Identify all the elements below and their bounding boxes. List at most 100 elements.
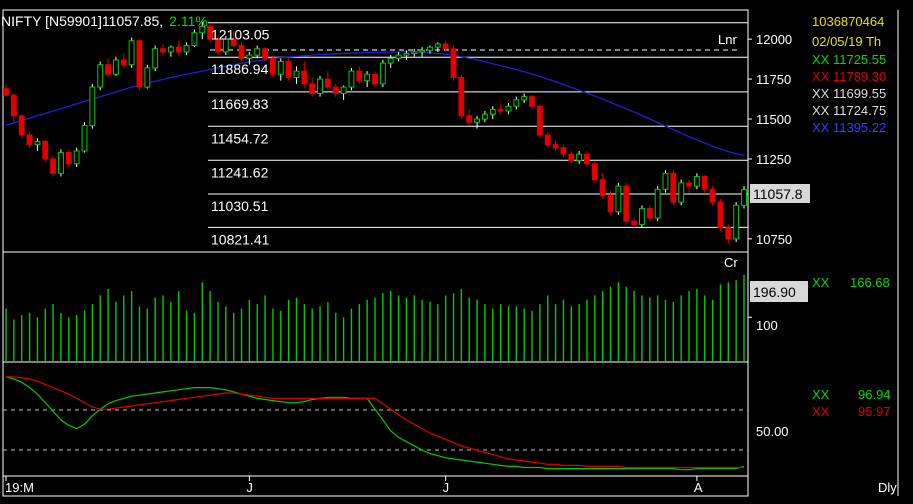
candle-up bbox=[733, 202, 740, 243]
info-lines: XX 11725.55 XX 11789.30 XX 11699.55 XX 1… bbox=[812, 52, 886, 135]
osc-legend-name-1: XX bbox=[812, 387, 830, 402]
candle-down bbox=[160, 43, 166, 56]
candle-up bbox=[34, 138, 41, 151]
osc-legend-value-1: 96.94 bbox=[858, 387, 891, 402]
osc-legend-name-2: XX bbox=[812, 404, 830, 419]
candle-body bbox=[167, 46, 174, 53]
candle-body bbox=[639, 207, 645, 225]
current-volume-box bbox=[750, 281, 808, 302]
candle-body bbox=[701, 176, 708, 190]
candle-body bbox=[356, 70, 363, 82]
candle-body bbox=[403, 53, 410, 56]
candle-down bbox=[607, 190, 614, 215]
time-axis-frame bbox=[2, 475, 749, 497]
candle-down bbox=[26, 131, 33, 148]
candle-body bbox=[89, 86, 96, 126]
candle-body bbox=[199, 25, 206, 34]
candle-down bbox=[42, 139, 49, 163]
volume-legend-value: 166.68 bbox=[850, 275, 890, 290]
candle-up bbox=[97, 61, 104, 91]
candle-down bbox=[584, 150, 590, 167]
candle-up bbox=[639, 205, 645, 228]
price-tick-label: 11500 bbox=[756, 112, 791, 127]
candle-down bbox=[442, 40, 449, 52]
candle-down bbox=[65, 149, 72, 167]
candle-body bbox=[372, 73, 378, 85]
candle-body bbox=[50, 158, 57, 174]
candle-down bbox=[230, 31, 237, 48]
candle-body bbox=[3, 88, 9, 96]
candle-body bbox=[686, 182, 692, 187]
info-line-2: XX 11789.30 bbox=[812, 69, 886, 84]
candle-down bbox=[285, 58, 292, 81]
candle-down bbox=[356, 66, 363, 84]
candle-body bbox=[474, 118, 480, 123]
time-axis-label: A bbox=[694, 480, 703, 495]
candle-down bbox=[552, 139, 559, 151]
candle-body bbox=[58, 152, 64, 174]
candle-down bbox=[497, 104, 504, 115]
candle-body bbox=[191, 32, 198, 47]
candle-body bbox=[340, 86, 347, 94]
candle-down bbox=[646, 205, 653, 222]
candle-body bbox=[395, 54, 402, 59]
candle-body bbox=[222, 38, 229, 53]
info-date: 02/05/19 Th bbox=[812, 34, 881, 49]
candle-body bbox=[254, 48, 261, 56]
candle-body bbox=[324, 78, 331, 88]
candle-down bbox=[568, 150, 575, 164]
candle-body bbox=[544, 134, 551, 146]
candle-body bbox=[309, 83, 316, 94]
candle-up bbox=[112, 56, 119, 76]
candle-body bbox=[662, 172, 669, 190]
candle-down bbox=[18, 114, 25, 139]
candle-up bbox=[521, 93, 528, 104]
candle-body bbox=[230, 38, 237, 47]
oscillator-lines bbox=[5, 376, 745, 471]
candle-down bbox=[536, 104, 543, 139]
fib-level-label: 11030.51 bbox=[211, 198, 269, 214]
current-price-label: 11057.8 bbox=[753, 186, 803, 202]
candle-body bbox=[379, 62, 386, 85]
moving-average-line bbox=[5, 51, 745, 157]
candle-down bbox=[701, 174, 708, 193]
fibonacci-labels: 12103.05 11886.94 11669.83 11454.72 11241.62… bbox=[211, 27, 270, 248]
candle-body bbox=[733, 204, 740, 240]
fibonacci-lines bbox=[208, 22, 748, 228]
candle-body bbox=[450, 48, 457, 78]
candle-down bbox=[560, 144, 567, 158]
price-tick-label: 11250 bbox=[756, 152, 791, 167]
candle-body bbox=[293, 70, 300, 78]
candle-body bbox=[128, 40, 135, 66]
candle-body bbox=[560, 147, 567, 155]
oscillator-panel-frame bbox=[2, 361, 749, 477]
candle-body bbox=[277, 61, 284, 75]
candle-body bbox=[18, 115, 25, 136]
candle-down bbox=[10, 93, 17, 123]
candle-body bbox=[262, 48, 269, 59]
candle-body bbox=[270, 57, 276, 75]
candle-up bbox=[434, 42, 441, 52]
candle-body bbox=[387, 57, 394, 64]
info-line-3: XX 11699.55 bbox=[812, 86, 886, 101]
candle-up bbox=[348, 67, 355, 91]
info-line-1: XX 11725.55 bbox=[812, 52, 886, 67]
candle-up bbox=[576, 150, 583, 164]
candle-body bbox=[34, 140, 41, 146]
candle-up bbox=[662, 170, 669, 193]
candle-body bbox=[238, 45, 245, 59]
candle-body bbox=[615, 185, 622, 213]
osc-axis-tick: 50.00 bbox=[756, 424, 789, 439]
candle-body bbox=[599, 179, 606, 197]
candle-up bbox=[167, 45, 174, 57]
candle-down bbox=[686, 179, 692, 193]
candle-body bbox=[285, 61, 292, 78]
candle-down bbox=[631, 218, 638, 228]
candle-down bbox=[466, 109, 473, 126]
candle-body bbox=[725, 227, 732, 240]
fib-level-label: 11669.83 bbox=[211, 96, 269, 112]
candle-down bbox=[262, 47, 269, 62]
candle-up bbox=[246, 51, 253, 65]
candle-up bbox=[419, 47, 426, 57]
